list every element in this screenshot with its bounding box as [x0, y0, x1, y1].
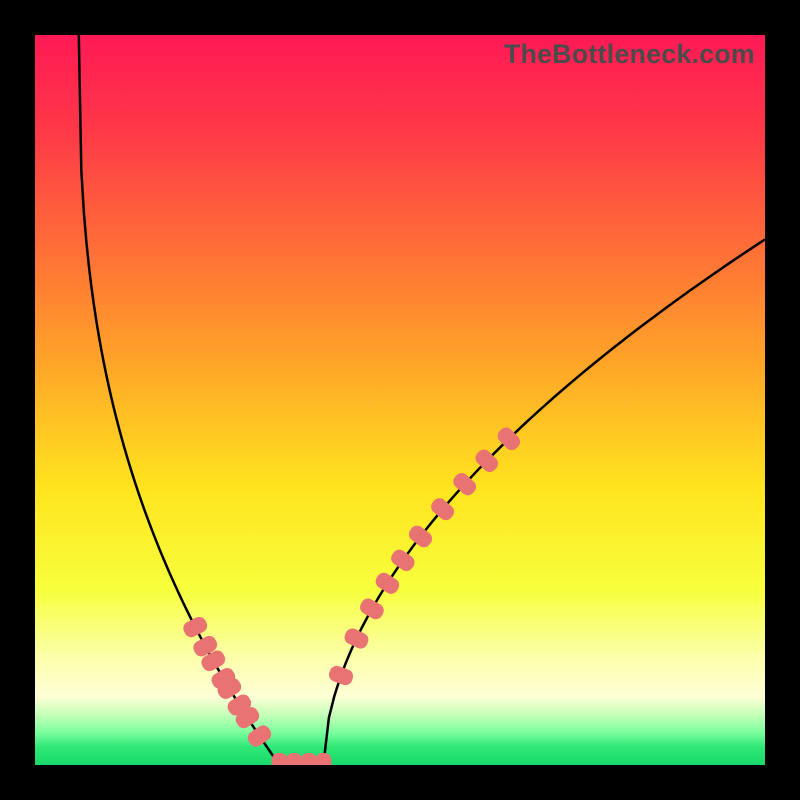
plot-area — [35, 35, 765, 765]
gradient-background — [35, 35, 765, 765]
curve-marker — [286, 753, 302, 765]
curve-marker — [315, 753, 331, 765]
chart-frame: TheBottleneck.com — [0, 0, 800, 800]
curve-marker — [272, 753, 288, 765]
curve-marker — [301, 753, 317, 765]
watermark-text: TheBottleneck.com — [504, 39, 755, 70]
chart-svg — [35, 35, 765, 765]
